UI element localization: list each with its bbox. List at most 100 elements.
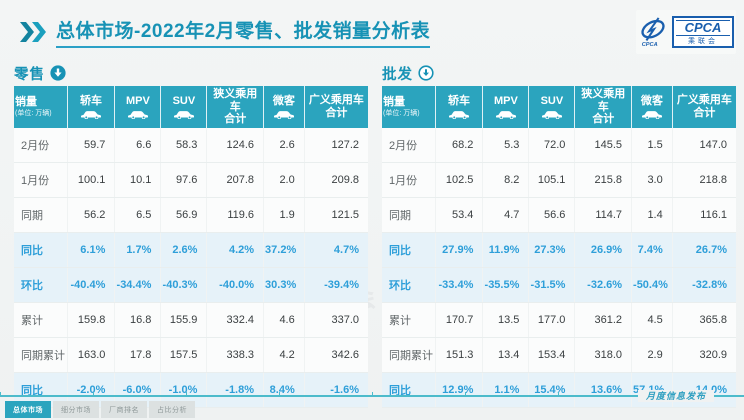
mpv-car-icon	[484, 109, 527, 119]
retail-table: 销量 (单位: 万辆) 轿车 MPV SUV 狭义乘用车 合计 微客 广义乘用车 合计 2月份 59.…	[14, 86, 368, 408]
value-cell: -35.5%	[482, 267, 530, 303]
column-header-narrow-pv-total: 狭义乘用车 合计	[574, 86, 633, 128]
table-row: 同期累计 151.3 13.4 153.4 318.0 2.9 320.9	[382, 337, 736, 373]
value-cell: 1.7%	[114, 232, 162, 268]
value-cell: 215.8	[574, 162, 633, 198]
row-label: 1月份	[382, 162, 436, 198]
value-cell: -40.4%	[67, 267, 116, 303]
value-cell: 170.7	[435, 302, 484, 338]
value-cell: 4.5	[631, 302, 673, 338]
wholesale-section-title: 批发	[382, 66, 413, 83]
tab-oem-ranking[interactable]: 厂商排名	[101, 401, 147, 418]
page-title: 总体市场-2022年2月零售、批发销量分析表	[56, 16, 431, 48]
value-cell: 56.9	[160, 197, 208, 233]
value-cell: 100.1	[67, 162, 116, 198]
value-cell: 26.7%	[672, 232, 736, 268]
value-cell: 102.5	[435, 162, 484, 198]
value-cell: 6.1%	[67, 232, 116, 268]
table-row: 2月份 59.7 6.6 58.3 124.6 2.6 127.2	[14, 128, 368, 163]
row-label: 同期	[14, 197, 68, 233]
value-cell: 147.0	[672, 128, 736, 163]
column-header-sedan: 轿车	[435, 86, 484, 128]
value-cell: -39.4%	[304, 267, 368, 303]
value-cell: -34.4%	[114, 267, 162, 303]
value-cell: 153.4	[528, 337, 576, 373]
value-cell: 12.9%	[435, 372, 484, 408]
value-cell: 1.4	[631, 197, 673, 233]
column-header-mpv: MPV	[114, 86, 162, 128]
value-cell: -32.8%	[672, 267, 736, 303]
value-cell: 72.0	[528, 128, 576, 163]
value-cell: 4.7%	[304, 232, 368, 268]
table-row: 同比 27.9% 11.9% 27.3% 26.9% 7.4% 26.7%	[382, 232, 736, 268]
row-label: 同期	[382, 197, 436, 233]
table-row: 同比 -2.0% -6.0% -1.0% -1.8% 8.4% -1.6%	[14, 372, 368, 408]
value-cell: 8.4%	[263, 372, 305, 408]
sedan-car-icon	[69, 109, 114, 119]
value-cell: 2.9	[631, 337, 673, 373]
value-cell: 53.4	[435, 197, 484, 233]
value-cell: 15.4%	[528, 372, 576, 408]
column-header-narrow-pv-total: 狭义乘用车 合计	[206, 86, 265, 128]
value-cell: 2.6%	[160, 232, 208, 268]
mpv-car-icon	[116, 109, 159, 119]
wholesale-section-header: 批发	[382, 60, 736, 86]
value-cell: 342.6	[304, 337, 368, 373]
value-cell: 5.3	[482, 128, 530, 163]
table-row: 累计 159.8 16.8 155.9 332.4 4.6 337.0	[14, 302, 368, 338]
table-row: 同期累计 163.0 17.8 157.5 338.3 4.2 342.6	[14, 337, 368, 373]
value-cell: 145.5	[574, 128, 633, 163]
cpca-swoosh-icon: CPCA	[641, 17, 665, 48]
value-cell: -40.3%	[160, 267, 208, 303]
release-note: 月度信息发布	[637, 390, 714, 402]
value-cell: 119.6	[206, 197, 265, 233]
value-cell: 159.8	[67, 302, 116, 338]
column-header-microvan: 微客	[263, 86, 305, 128]
column-header-sedan: 轿车	[67, 86, 116, 128]
value-cell: -1.8%	[206, 372, 265, 408]
value-cell: 59.7	[67, 128, 116, 163]
value-cell: 16.8	[114, 302, 162, 338]
wholesale-table-host: 销量 (单位: 万辆) 轿车 MPV SUV 狭义乘用车 合计 微客 广义乘用车 合计 2月份 68.…	[382, 86, 736, 408]
value-cell: -1.6%	[304, 372, 368, 408]
row-label: 环比	[382, 267, 436, 303]
row-label: 2月份	[382, 128, 436, 163]
row-label: 累计	[14, 302, 68, 338]
value-cell: 157.5	[160, 337, 208, 373]
row-label: 同比	[14, 232, 68, 268]
value-cell: 332.4	[206, 302, 265, 338]
value-cell: 97.6	[160, 162, 208, 198]
tab-overall-market[interactable]: 总体市场	[5, 401, 51, 418]
value-cell: 4.6	[263, 302, 305, 338]
value-cell: 30.3%	[263, 267, 305, 303]
value-cell: 209.8	[304, 162, 368, 198]
suv-car-icon	[530, 109, 573, 119]
value-cell: 8.2	[482, 162, 530, 198]
value-cell: 13.4	[482, 337, 530, 373]
value-cell: 68.2	[435, 128, 484, 163]
column-header-sales: 销量 (单位: 万辆)	[14, 86, 68, 128]
value-cell: 127.2	[304, 128, 368, 163]
value-cell: 318.0	[574, 337, 633, 373]
table-row: 同比 6.1% 1.7% 2.6% 4.2% 37.2% 4.7%	[14, 232, 368, 268]
header-row: 销量 (单位: 万辆) 轿车 MPV SUV 狭义乘用车 合计 微客 广义乘用车 合计	[14, 86, 368, 128]
value-cell: 13.6%	[574, 372, 633, 408]
value-cell: 26.9%	[574, 232, 633, 268]
double-chevron-icon	[20, 22, 46, 42]
tab-share-analysis[interactable]: 占比分析	[149, 401, 195, 418]
table-row: 2月份 68.2 5.3 72.0 145.5 1.5 147.0	[382, 128, 736, 163]
value-cell: 105.1	[528, 162, 576, 198]
value-cell: -40.0%	[206, 267, 265, 303]
value-cell: 56.2	[67, 197, 116, 233]
value-cell: 4.2	[263, 337, 305, 373]
row-label: 累计	[382, 302, 436, 338]
retail-panel: 零售 销量 (单位: 万辆) 轿车 MPV SUV 狭义乘用车 合计 微客 广义乘用车 合计 2月份…	[14, 60, 368, 408]
column-header-sales: 销量 (单位: 万辆)	[382, 86, 436, 128]
value-cell: 6.5	[114, 197, 162, 233]
tab-segment-market[interactable]: 细分市场	[53, 401, 99, 418]
value-cell: 337.0	[304, 302, 368, 338]
value-cell: -32.6%	[574, 267, 633, 303]
cpca-logo-subtitle: 乘联会	[688, 38, 718, 45]
suv-car-icon	[162, 109, 205, 119]
